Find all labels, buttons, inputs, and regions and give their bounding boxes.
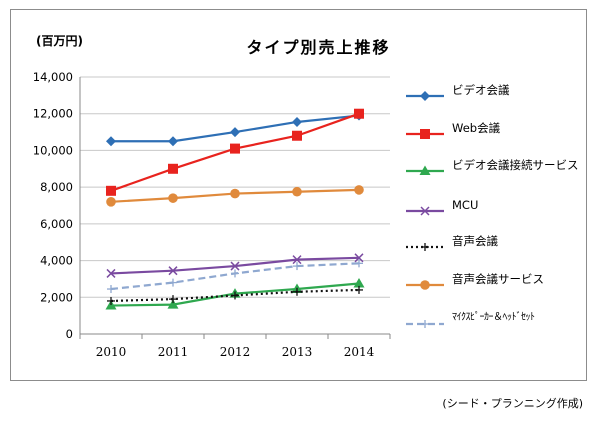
- y-tick-label: 10,000: [33, 143, 73, 157]
- data-point-3-1-stroke: [168, 266, 178, 276]
- legend-swatch-marker: [420, 280, 430, 290]
- legend-label: MCU: [452, 198, 479, 212]
- data-point-3-3-stroke: [292, 255, 302, 265]
- chart-title: タイプ別売上推移: [246, 38, 391, 57]
- source-note: (シード・プランニング作成): [442, 397, 583, 410]
- data-point-6-0: [107, 285, 115, 294]
- data-point-5-4: [354, 185, 364, 195]
- series-3: [106, 253, 364, 278]
- data-point-0-1: [168, 136, 178, 147]
- data-point-3-4: [354, 253, 364, 263]
- data-point-5-0: [106, 197, 116, 207]
- data-point-1-3: [292, 130, 302, 141]
- series-6: [107, 259, 363, 294]
- legend-swatch: [406, 129, 444, 139]
- data-point-5-1: [168, 193, 178, 203]
- legend-swatch: [406, 206, 444, 216]
- series-0: [106, 110, 364, 147]
- data-point-5-2: [230, 188, 240, 199]
- x-tick-label: 2012: [220, 345, 251, 359]
- data-point-6-4: [355, 259, 363, 268]
- y-tick-label: 0: [66, 327, 73, 341]
- data-point-0-3: [292, 116, 302, 127]
- data-point-4-3: [293, 287, 301, 296]
- legend-label: 音声会議: [452, 234, 498, 248]
- series-layer: [105, 108, 365, 310]
- legend-swatch: [406, 320, 444, 328]
- data-point-6-3: [293, 262, 301, 271]
- y-tick-label: 8,000: [40, 180, 73, 194]
- data-point-0-0: [106, 136, 116, 147]
- x-tick-label: 2014: [344, 345, 375, 359]
- data-point-5-3: [292, 186, 302, 197]
- series-5: [106, 185, 364, 207]
- data-point-6-1: [169, 278, 177, 287]
- legend-swatch: [406, 243, 444, 251]
- legend-swatch-marker: [420, 206, 430, 216]
- legend-label: ビデオ会議: [452, 83, 510, 97]
- legend-label: Web会議: [452, 121, 501, 135]
- legend-swatch-marker-stroke: [420, 206, 430, 216]
- data-point-4-4: [355, 285, 363, 294]
- x-tick-label: 2011: [158, 345, 189, 359]
- y-axis-unit-label: (百万円): [36, 34, 83, 48]
- data-point-1-4: [354, 108, 364, 119]
- data-point-1-1: [168, 163, 178, 174]
- legend-swatch-marker: [420, 91, 430, 101]
- data-point-0-2: [230, 127, 240, 138]
- data-point-2-1: [167, 299, 179, 309]
- y-tick-label: 6,000: [40, 217, 73, 231]
- data-point-1-2: [230, 143, 240, 154]
- legend-swatch-marker: [419, 165, 431, 175]
- legend-label: ﾏｲｸｽﾋﾟｰｶｰ＆ﾍｯﾄﾞｾｯﾄ: [452, 312, 535, 323]
- legend-swatch-marker: [420, 129, 430, 139]
- data-point-3-2-stroke: [230, 261, 240, 271]
- x-tick-label: 2010: [96, 345, 127, 359]
- y-tick-label: 4,000: [40, 254, 73, 268]
- legend-swatch: [406, 165, 444, 175]
- series-4: [107, 285, 363, 305]
- y-tick-label: 12,000: [33, 107, 73, 121]
- legend-swatch-marker: [421, 320, 429, 328]
- legend-label: 音声会議サービス: [452, 272, 544, 286]
- data-point-3-1: [168, 266, 178, 276]
- data-point-3-4-stroke: [354, 253, 364, 263]
- axes: 0 2,000 4,000 6,000 8,000 10,000 12,000 14,000 2…: [33, 70, 391, 359]
- x-tick-label: 2013: [282, 345, 313, 359]
- legend-swatch: [406, 280, 444, 290]
- data-point-4-1: [169, 295, 177, 304]
- series-line-4: [110, 288, 360, 303]
- data-point-4-0: [107, 296, 115, 305]
- legend-label: ビデオ会議接続サービス: [452, 158, 579, 172]
- y-tick-label: 14,000: [33, 70, 73, 84]
- data-point-2-4: [353, 278, 365, 288]
- series-1: [106, 108, 364, 196]
- data-point-3-0: [106, 268, 116, 278]
- data-point-3-3: [292, 255, 302, 265]
- data-point-3-0-stroke: [106, 268, 116, 278]
- data-point-1-0: [106, 185, 116, 196]
- legend-swatch: [406, 91, 444, 101]
- legend-swatch-marker: [421, 243, 429, 251]
- y-tick-label: 2,000: [40, 290, 73, 304]
- data-point-4-2: [231, 291, 239, 300]
- data-point-6-2: [231, 269, 239, 278]
- data-point-3-2: [230, 261, 240, 271]
